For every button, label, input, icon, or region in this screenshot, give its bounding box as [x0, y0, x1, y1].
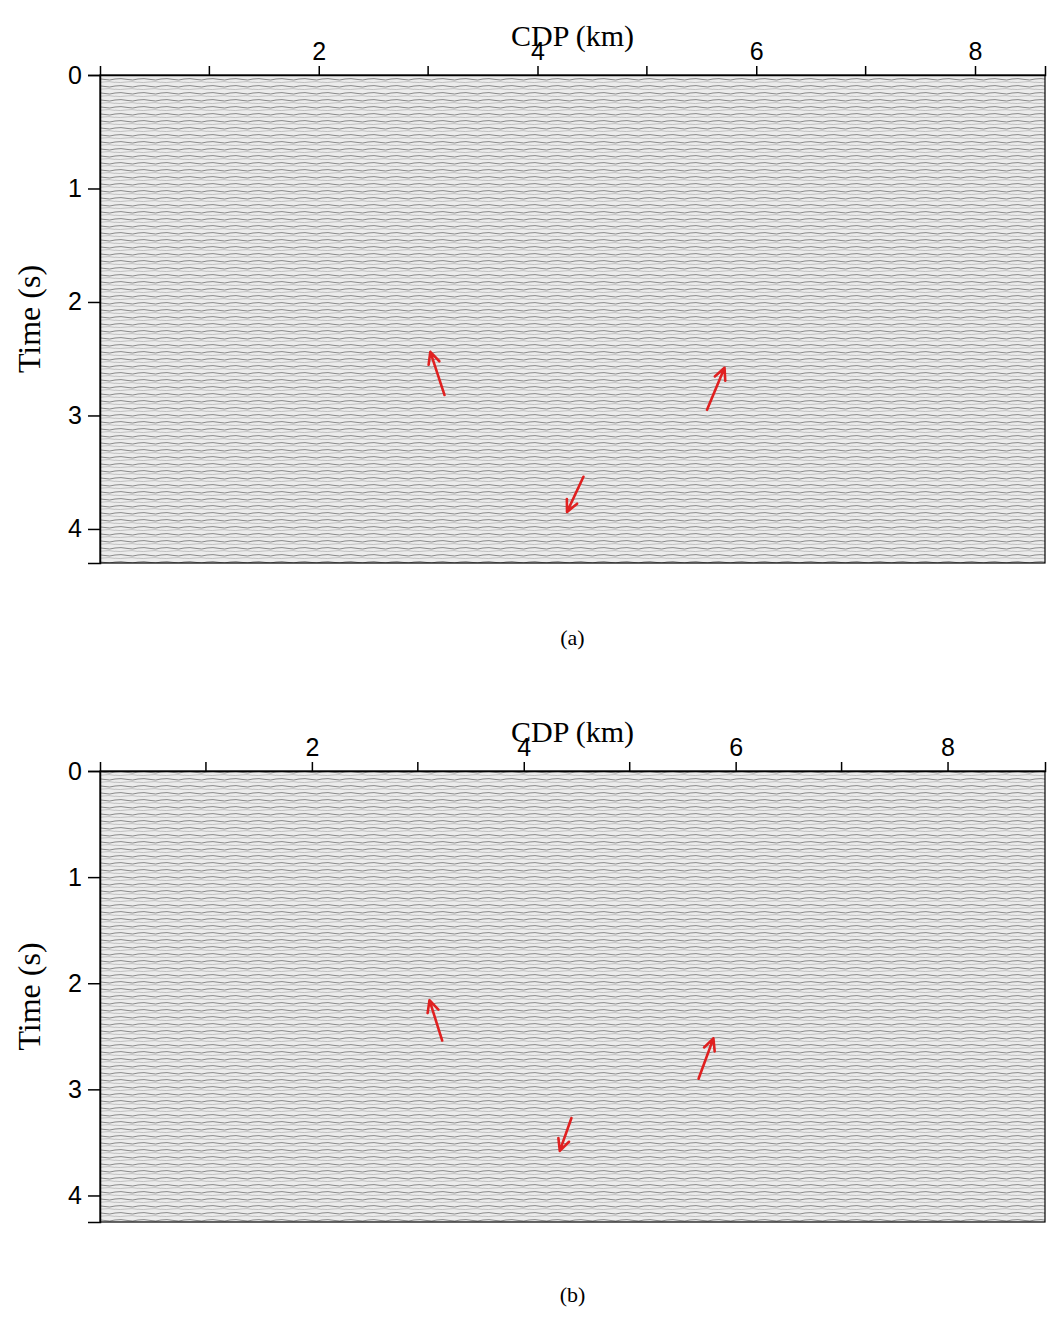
x-minor-tick	[646, 66, 648, 75]
y-tick-mark	[88, 771, 100, 773]
x-minor-tick	[629, 762, 631, 771]
y-axis-title: Time (s)	[11, 942, 47, 1050]
y-tick-mark	[88, 75, 100, 77]
x-tick-mark	[312, 762, 314, 771]
seismic-image	[100, 771, 1045, 1222]
y-tick: 2	[68, 969, 100, 997]
x-axis-line	[101, 762, 1046, 772]
y-axis-title: Time (s)	[11, 265, 47, 373]
y-axis-line	[88, 76, 101, 564]
panel: 2 4 6 8 0 1 2 3 4 CDP (km) Time (s) (b)	[11, 715, 1046, 1307]
arrows	[429, 352, 726, 512]
arrow	[707, 368, 725, 410]
x-tick: 8	[941, 733, 955, 771]
y-tick: 3	[68, 1075, 100, 1103]
arrows	[428, 1000, 715, 1151]
y-tick-label: 3	[68, 1075, 82, 1103]
y-tick-mark	[88, 877, 100, 879]
y-tick: 0	[68, 61, 100, 89]
y-tick-mark	[88, 302, 100, 304]
y-tick: 2	[68, 287, 100, 315]
x-tick: 6	[729, 733, 743, 771]
arrow	[558, 1118, 571, 1151]
x-tick-mark	[975, 66, 977, 75]
y-tick-label: 2	[68, 287, 82, 315]
arrow	[428, 1000, 443, 1040]
y-tick-mark	[88, 415, 100, 417]
x-minor-tick	[841, 762, 843, 771]
y-tick-mark	[88, 529, 100, 531]
panel: 2 4 6 8 0 1 2 3 4 CDP (km) Time (s) (a)	[11, 19, 1046, 650]
x-tick: 2	[305, 733, 319, 771]
x-minor-tick	[205, 762, 207, 771]
y-tick: 1	[68, 863, 100, 891]
y-tick-label: 2	[68, 969, 82, 997]
y-tick-label: 4	[68, 514, 82, 542]
x-tick-mark	[756, 66, 758, 75]
x-tick: 6	[750, 37, 764, 75]
y-tick-label: 1	[68, 863, 82, 891]
y-tick: 3	[68, 401, 100, 429]
x-tick-label: 8	[941, 733, 955, 761]
x-tick-mark	[319, 66, 321, 75]
y-tick: 4	[68, 514, 100, 542]
x-tick-mark	[735, 762, 737, 771]
y-tick-mark	[88, 188, 100, 190]
y-axis: 0 1 2 3 4	[68, 61, 100, 564]
seismic-image	[100, 75, 1045, 563]
x-tick-label: 2	[312, 37, 326, 65]
panel-label: (a)	[560, 625, 584, 650]
y-tick-mark	[88, 1195, 100, 1197]
x-minor-tick	[209, 66, 211, 75]
x-tick: 2	[312, 37, 326, 75]
y-tick-label: 0	[68, 61, 82, 89]
x-tick-label: 8	[969, 37, 983, 65]
x-minor-tick	[427, 66, 429, 75]
y-tick-label: 1	[68, 174, 82, 202]
y-axis-line	[88, 772, 101, 1223]
x-axis-line	[101, 66, 1046, 76]
arrow	[567, 477, 584, 512]
arrow	[699, 1038, 715, 1078]
y-tick: 1	[68, 174, 100, 202]
y-tick: 4	[68, 1181, 100, 1209]
panel-label: (b)	[560, 1282, 586, 1307]
x-tick-mark	[537, 66, 539, 75]
x-tick-mark	[524, 762, 526, 771]
y-tick-mark	[88, 983, 100, 985]
x-minor-tick	[417, 762, 419, 771]
arrow	[429, 352, 445, 395]
x-axis-title: CDP (km)	[511, 19, 634, 53]
y-axis: 0 1 2 3 4	[68, 757, 100, 1223]
x-tick-label: 6	[729, 733, 743, 761]
x-axis-title: CDP (km)	[511, 715, 634, 749]
x-tick-label: 2	[305, 733, 319, 761]
y-tick-label: 3	[68, 401, 82, 429]
x-tick: 8	[969, 37, 983, 75]
y-tick: 0	[68, 757, 100, 785]
figure: 246801234CDP (km)Time (s)(a)246801234CDP…	[0, 0, 1052, 1320]
x-tick-mark	[947, 762, 949, 771]
y-tick-label: 0	[68, 757, 82, 785]
y-tick-label: 4	[68, 1181, 82, 1209]
y-tick-mark	[88, 1089, 100, 1091]
x-minor-tick	[865, 66, 867, 75]
x-tick-label: 6	[750, 37, 764, 65]
